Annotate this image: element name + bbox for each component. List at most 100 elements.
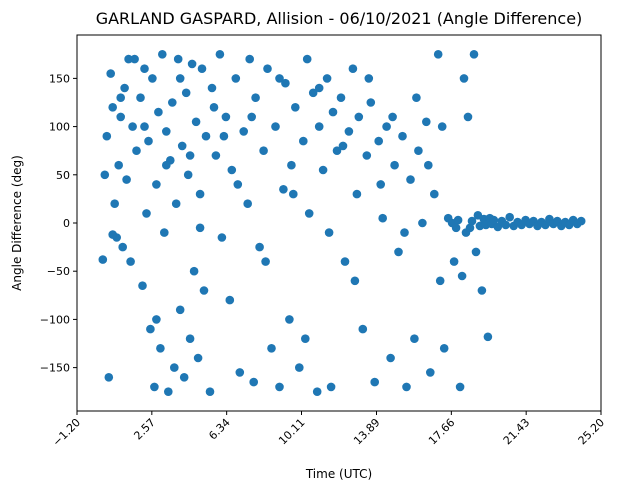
data-point xyxy=(150,382,159,392)
data-point xyxy=(388,112,397,122)
data-point xyxy=(398,131,407,141)
data-point xyxy=(120,83,129,93)
data-point xyxy=(469,50,479,59)
data-point xyxy=(173,54,183,64)
data-point xyxy=(219,131,229,141)
data-point xyxy=(128,122,137,131)
data-point xyxy=(422,117,431,127)
data-point xyxy=(279,185,288,194)
data-point xyxy=(148,74,157,83)
data-point xyxy=(328,107,338,117)
data-point xyxy=(187,59,197,69)
data-point xyxy=(154,107,163,117)
data-point xyxy=(108,230,117,239)
data-point xyxy=(430,189,439,199)
y-axis-ticks: −150 −100 −50 0 50 100 150 xyxy=(40,72,77,375)
data-point xyxy=(122,175,131,184)
data-point xyxy=(289,189,298,199)
data-point xyxy=(168,98,177,107)
data-point xyxy=(354,112,364,122)
data-point xyxy=(285,315,294,324)
data-point xyxy=(281,78,290,88)
data-point xyxy=(439,344,449,353)
data-point xyxy=(116,93,125,102)
data-point xyxy=(324,228,334,237)
data-point xyxy=(376,180,386,189)
y-tick-label: 0 xyxy=(63,217,70,230)
data-point xyxy=(189,266,199,276)
data-point xyxy=(146,324,155,334)
data-point xyxy=(489,215,499,225)
data-point xyxy=(114,160,123,170)
data-point xyxy=(136,93,145,102)
data-point xyxy=(144,136,153,146)
data-point xyxy=(243,199,252,208)
data-point xyxy=(249,377,258,387)
data-point xyxy=(181,88,191,98)
data-point xyxy=(312,387,322,397)
data-point xyxy=(177,141,187,151)
data-point xyxy=(162,160,171,170)
data-point xyxy=(100,170,110,180)
data-point xyxy=(132,146,141,155)
data-point xyxy=(160,228,169,237)
data-point xyxy=(156,344,165,353)
data-point xyxy=(193,353,203,363)
data-point xyxy=(195,189,205,199)
data-point xyxy=(471,247,481,257)
data-point xyxy=(195,223,205,233)
data-point xyxy=(142,209,151,218)
data-point xyxy=(191,117,201,127)
data-point xyxy=(118,242,127,252)
y-tick-label: −50 xyxy=(47,265,70,278)
data-point xyxy=(197,64,207,73)
data-point xyxy=(352,189,362,199)
data-point xyxy=(386,353,395,363)
data-point xyxy=(110,199,119,208)
data-point xyxy=(449,257,459,266)
data-point xyxy=(378,213,388,223)
data-point xyxy=(102,131,112,141)
data-point xyxy=(465,223,475,233)
data-point xyxy=(179,373,189,382)
data-point xyxy=(505,212,514,222)
data-point xyxy=(412,93,421,102)
data-point xyxy=(350,276,360,286)
data-point xyxy=(171,199,181,208)
data-point xyxy=(106,69,115,78)
data-point xyxy=(261,257,270,266)
data-point xyxy=(437,122,447,131)
data-point xyxy=(453,215,463,225)
data-point xyxy=(211,151,221,160)
data-point xyxy=(227,165,237,175)
data-point xyxy=(239,127,248,136)
data-point xyxy=(271,122,280,131)
data-point xyxy=(104,373,114,382)
data-point xyxy=(314,83,324,93)
chart-title: GARLAND GASPARD, Allision - 06/10/2021 (… xyxy=(96,9,583,28)
data-point xyxy=(364,74,374,83)
data-point xyxy=(501,220,511,230)
data-point xyxy=(336,93,346,102)
data-point xyxy=(217,233,227,242)
data-point xyxy=(263,64,272,73)
y-tick-label: 50 xyxy=(56,169,70,182)
data-point xyxy=(338,141,348,151)
data-point xyxy=(140,64,149,73)
data-point xyxy=(152,180,161,189)
data-point xyxy=(251,93,260,102)
data-point xyxy=(301,334,310,344)
data-point xyxy=(116,112,125,122)
data-point xyxy=(402,382,411,392)
data-point xyxy=(124,54,133,64)
data-point xyxy=(370,377,380,387)
data-point xyxy=(424,160,433,170)
data-point xyxy=(483,332,493,342)
data-point xyxy=(199,286,209,295)
data-point xyxy=(275,382,284,392)
data-point xyxy=(209,103,219,112)
y-tick-label: 100 xyxy=(49,121,70,134)
data-point xyxy=(255,242,264,252)
